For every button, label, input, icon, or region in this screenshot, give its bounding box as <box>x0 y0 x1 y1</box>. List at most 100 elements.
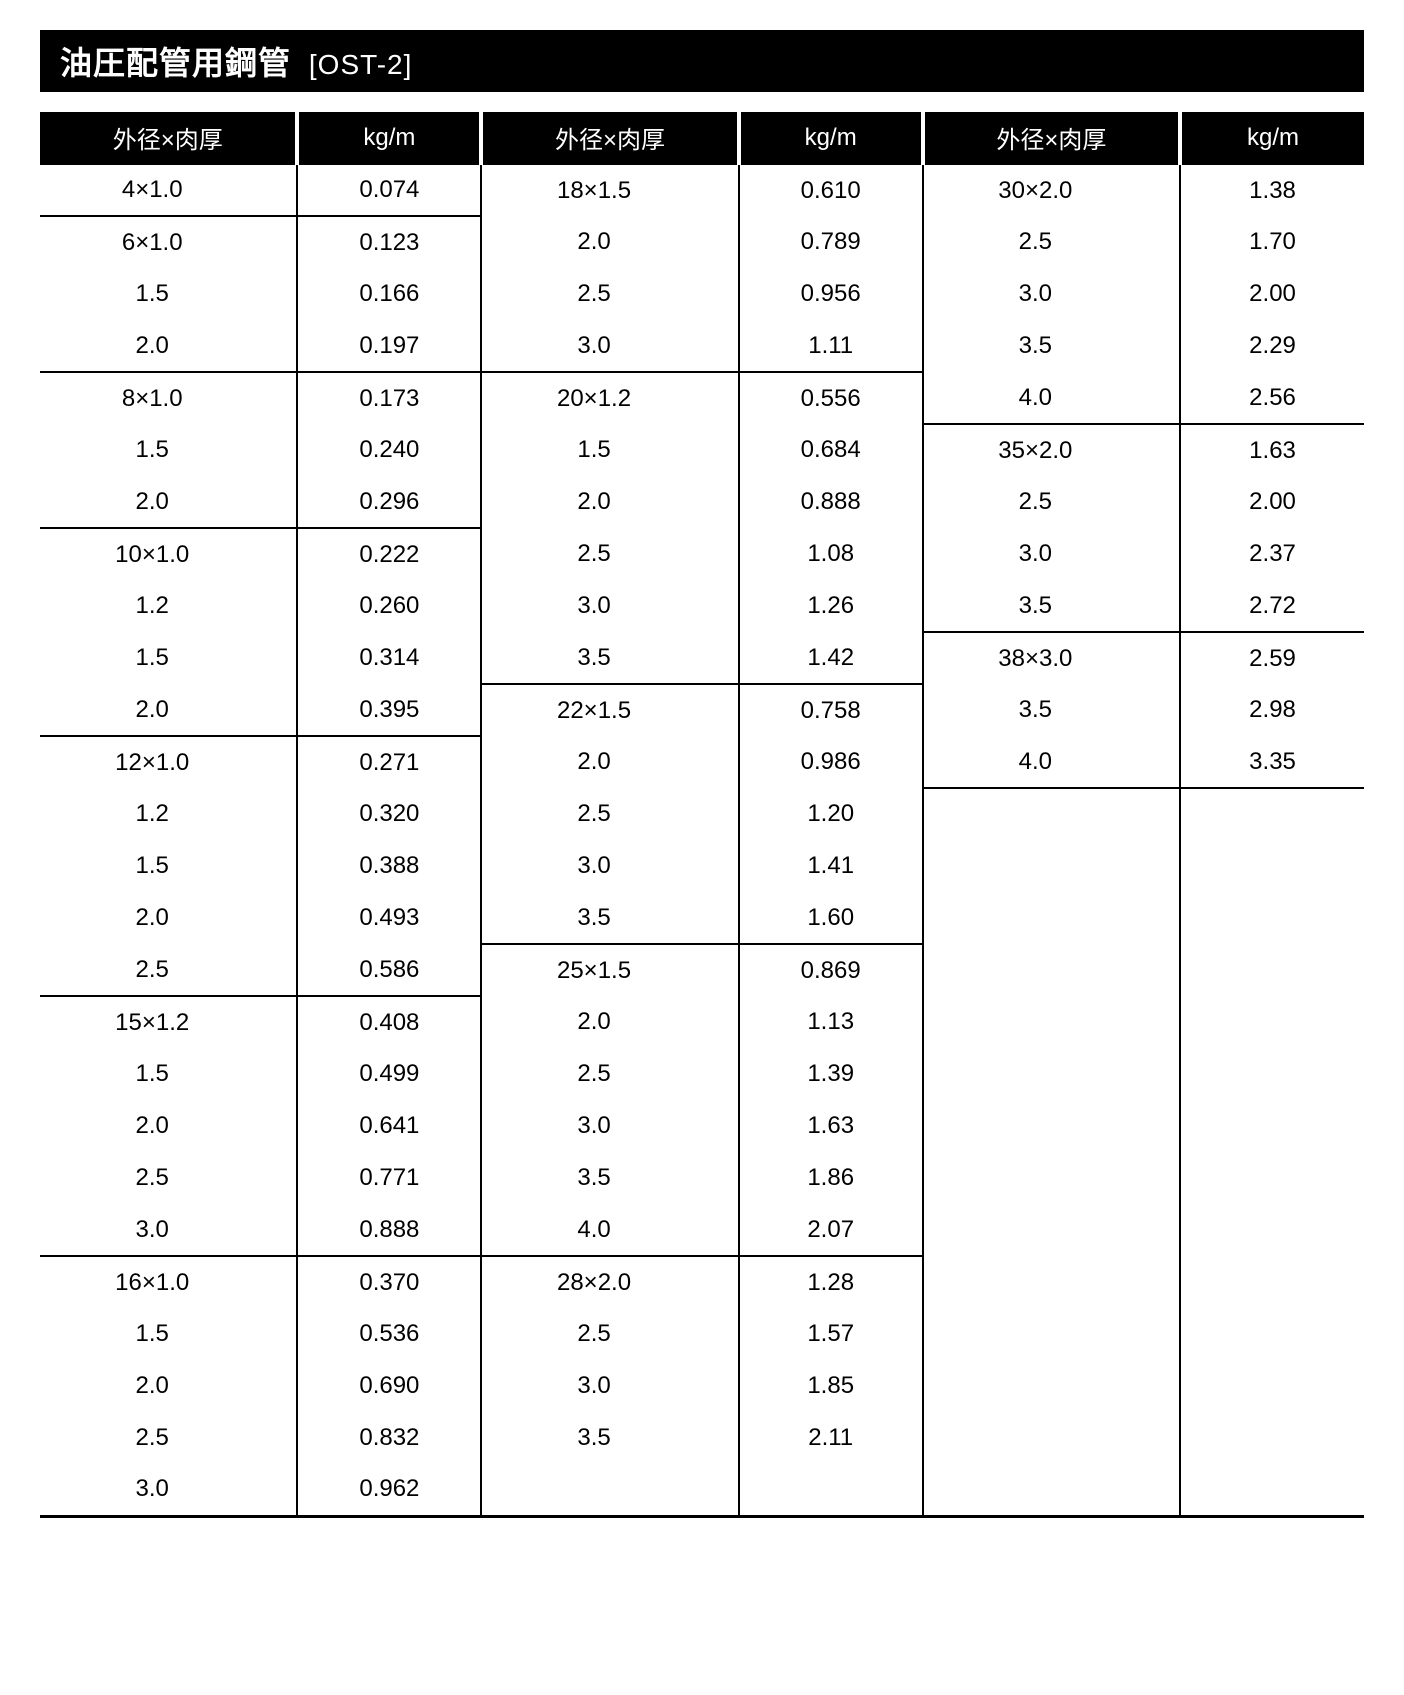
table-row: 2.00.2962.00.8882.52.00 <box>40 476 1364 528</box>
dimension-cell: 2.0 <box>40 476 297 528</box>
weight-cell: 1.39 <box>739 1048 923 1100</box>
weight-cell: 0.240 <box>297 424 481 476</box>
table-row: 2.00.4933.51.60 <box>40 892 1364 944</box>
dimension-cell: 2.0 <box>481 996 738 1048</box>
header-dim-1: 外径×肉厚 <box>40 112 297 164</box>
weight-cell: 0.197 <box>297 320 481 372</box>
dimension-cell: 15×1.2 <box>40 996 297 1048</box>
weight-cell: 0.556 <box>739 372 923 424</box>
table-row: 1.50.1662.50.9563.02.00 <box>40 268 1364 320</box>
dimension-cell: 1.5 <box>40 268 297 320</box>
dimension-cell: 16×1.0 <box>40 1256 297 1308</box>
weight-cell: 3.35 <box>1180 736 1364 788</box>
dimension-cell: 1.5 <box>40 632 297 684</box>
weight-cell: 1.63 <box>1180 424 1364 476</box>
weight-cell <box>1180 1048 1364 1100</box>
weight-cell <box>1180 788 1364 840</box>
weight-cell: 0.586 <box>297 944 481 996</box>
weight-cell: 1.70 <box>1180 216 1364 268</box>
weight-cell: 0.956 <box>739 268 923 320</box>
dimension-cell <box>923 1100 1180 1152</box>
weight-cell <box>1180 1100 1364 1152</box>
dimension-cell: 1.5 <box>40 840 297 892</box>
weight-cell: 0.408 <box>297 996 481 1048</box>
dimension-cell: 2.5 <box>481 268 738 320</box>
header-wt-3: kg/m <box>1180 112 1364 164</box>
dimension-cell: 2.0 <box>481 216 738 268</box>
weight-cell: 1.28 <box>739 1256 923 1308</box>
title-code: [OST-2] <box>309 49 412 80</box>
weight-cell <box>1180 1256 1364 1308</box>
dimension-cell: 1.5 <box>40 424 297 476</box>
dimension-cell: 4.0 <box>923 372 1180 424</box>
weight-cell: 1.13 <box>739 996 923 1048</box>
weight-cell: 0.493 <box>297 892 481 944</box>
dimension-cell <box>923 788 1180 840</box>
weight-cell: 0.771 <box>297 1152 481 1204</box>
dimension-cell: 1.5 <box>481 424 738 476</box>
weight-cell: 2.37 <box>1180 528 1364 580</box>
dimension-cell: 3.5 <box>481 632 738 684</box>
weight-cell <box>1180 1464 1364 1516</box>
dimension-cell: 2.0 <box>40 320 297 372</box>
weight-cell: 1.38 <box>1180 164 1364 216</box>
table-row: 1.20.3202.51.20 <box>40 788 1364 840</box>
table-row: 8×1.00.17320×1.20.5564.02.56 <box>40 372 1364 424</box>
weight-cell: 0.888 <box>739 476 923 528</box>
dimension-cell: 3.0 <box>481 840 738 892</box>
table-row: 1.50.4992.51.39 <box>40 1048 1364 1100</box>
dimension-cell: 35×2.0 <box>923 424 1180 476</box>
weight-cell: 1.60 <box>739 892 923 944</box>
dimension-cell <box>923 1412 1180 1464</box>
weight-cell: 2.07 <box>739 1204 923 1256</box>
dimension-cell: 3.0 <box>40 1204 297 1256</box>
weight-cell <box>1180 996 1364 1048</box>
dimension-cell <box>923 1048 1180 1100</box>
table-row: 12×1.00.2712.00.9864.03.35 <box>40 736 1364 788</box>
table-row: 2.00.6903.01.85 <box>40 1360 1364 1412</box>
weight-cell: 0.074 <box>297 164 481 216</box>
weight-cell: 0.758 <box>739 684 923 736</box>
dimension-cell: 2.5 <box>923 476 1180 528</box>
weight-cell: 1.41 <box>739 840 923 892</box>
dimension-cell: 2.0 <box>481 476 738 528</box>
dimension-cell: 3.5 <box>481 1412 738 1464</box>
dimension-cell: 3.0 <box>923 528 1180 580</box>
weight-cell: 1.42 <box>739 632 923 684</box>
dimension-cell: 3.0 <box>481 1360 738 1412</box>
page-title: 油圧配管用鋼管 [OST-2] <box>40 30 1364 92</box>
dimension-cell: 28×2.0 <box>481 1256 738 1308</box>
dimension-cell: 3.5 <box>923 684 1180 736</box>
weight-cell: 1.63 <box>739 1100 923 1152</box>
dimension-cell: 2.0 <box>40 1100 297 1152</box>
dimension-cell: 18×1.5 <box>481 164 738 216</box>
dimension-cell: 2.5 <box>481 1308 738 1360</box>
dimension-cell: 2.5 <box>40 1412 297 1464</box>
table-row: 2.50.8323.52.11 <box>40 1412 1364 1464</box>
weight-cell: 0.690 <box>297 1360 481 1412</box>
dimension-cell: 3.0 <box>481 1100 738 1152</box>
dimension-cell: 6×1.0 <box>40 216 297 268</box>
table-row: 1.50.2401.50.68435×2.01.63 <box>40 424 1364 476</box>
weight-cell: 2.59 <box>1180 632 1364 684</box>
weight-cell: 1.20 <box>739 788 923 840</box>
weight-cell: 0.271 <box>297 736 481 788</box>
weight-cell: 1.08 <box>739 528 923 580</box>
weight-cell: 0.370 <box>297 1256 481 1308</box>
weight-cell <box>1180 840 1364 892</box>
dimension-cell: 2.5 <box>40 1152 297 1204</box>
table-row: 16×1.00.37028×2.01.28 <box>40 1256 1364 1308</box>
weight-cell: 2.72 <box>1180 580 1364 632</box>
weight-cell: 0.986 <box>739 736 923 788</box>
table-row: 2.00.39522×1.50.7583.52.98 <box>40 684 1364 736</box>
weight-cell: 0.684 <box>739 424 923 476</box>
table-body: 4×1.00.07418×1.50.61030×2.01.386×1.00.12… <box>40 164 1364 1516</box>
weight-cell: 0.610 <box>739 164 923 216</box>
dimension-cell: 2.0 <box>40 892 297 944</box>
weight-cell: 2.00 <box>1180 476 1364 528</box>
dimension-cell: 38×3.0 <box>923 632 1180 684</box>
weight-cell <box>1180 1360 1364 1412</box>
table-row: 1.50.5362.51.57 <box>40 1308 1364 1360</box>
dimension-cell: 2.0 <box>40 1360 297 1412</box>
header-dim-2: 外径×肉厚 <box>481 112 738 164</box>
